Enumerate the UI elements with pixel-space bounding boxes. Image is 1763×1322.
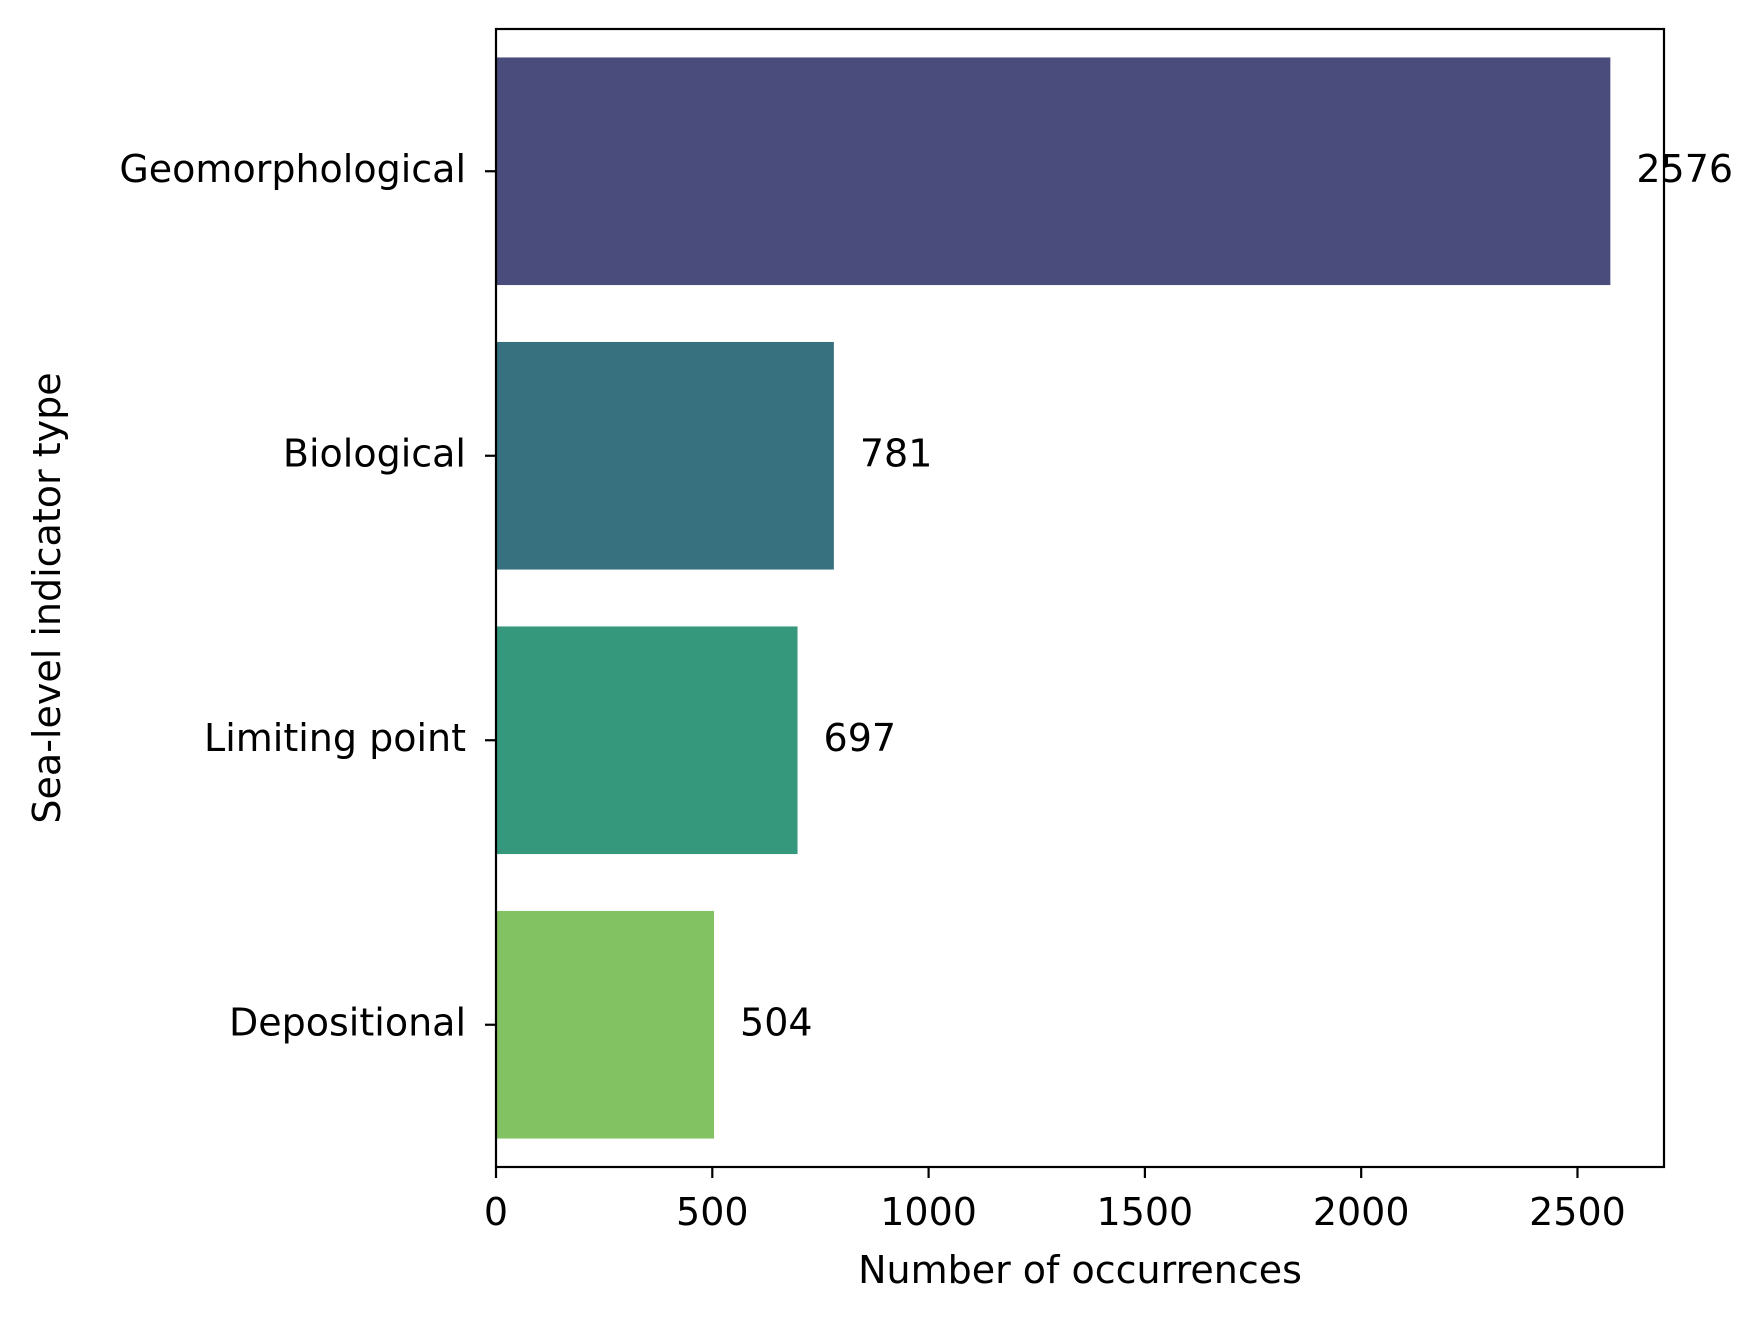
value-label: 504 (740, 1000, 813, 1044)
y-tick-label: Biological (283, 431, 466, 475)
x-axis: 0 500 1000 1500 2000 2500 (484, 1167, 1626, 1234)
value-label: 697 (824, 716, 897, 760)
x-tick-label: 2500 (1529, 1190, 1626, 1234)
y-tick-label: Limiting point (204, 716, 466, 760)
plot-frame (494, 27, 1666, 1169)
value-labels-layer: 2576 781 697 504 (734, 141, 1739, 1051)
x-tick-label: 1500 (1097, 1190, 1194, 1234)
x-tick-label: 1000 (880, 1190, 977, 1234)
value-label: 781 (860, 431, 933, 475)
value-label: 2576 (1636, 147, 1733, 191)
bar-limiting-point (496, 626, 798, 855)
x-tick-label: 2000 (1313, 1190, 1410, 1234)
y-tick-label: Geomorphological (119, 147, 466, 191)
bar-biological (496, 341, 834, 570)
x-tick-label: 0 (484, 1190, 508, 1234)
x-tick-label: 500 (676, 1190, 749, 1234)
bar-depositional (496, 910, 715, 1139)
y-axis: Geomorphological Biological Limiting point… (119, 147, 496, 1044)
bar-geomorphological (496, 57, 1611, 286)
y-tick-label: Depositional (229, 1000, 466, 1044)
x-axis-label: Number of occurrences (858, 1248, 1302, 1292)
y-axis-label: Sea-level indicator type (25, 372, 69, 823)
bars-layer (496, 57, 1611, 1139)
